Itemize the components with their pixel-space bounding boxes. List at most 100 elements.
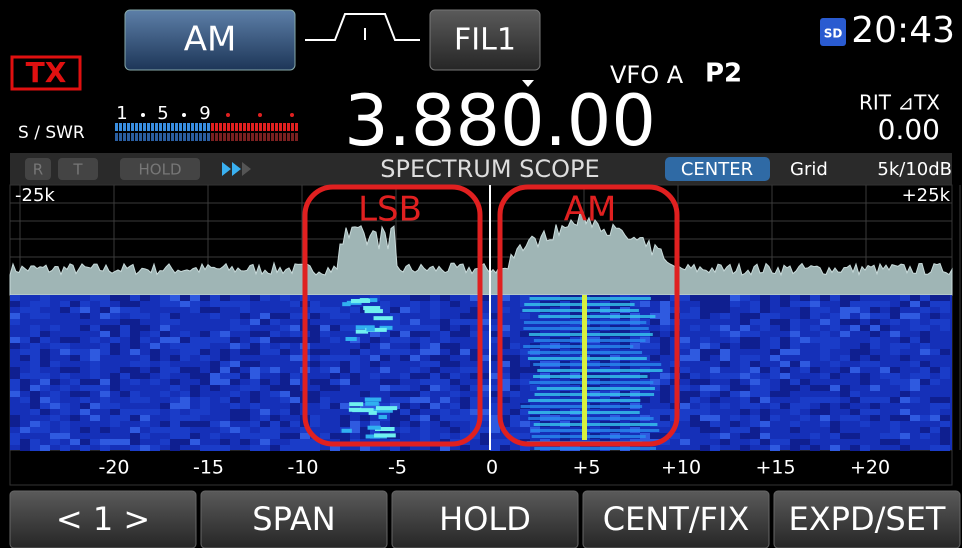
soft-button[interactable]	[200, 490, 388, 548]
waterfall-cell	[510, 409, 520, 415]
waterfall-cell	[930, 295, 940, 301]
waterfall-cell	[390, 409, 400, 415]
waterfall-cell	[710, 295, 720, 301]
meter-segment	[219, 123, 222, 131]
waterfall-cell	[860, 313, 870, 319]
waterfall-cell	[910, 295, 920, 301]
mode-label: AM	[184, 20, 237, 60]
waterfall-cell	[220, 439, 230, 445]
waterfall-cell	[90, 295, 100, 301]
waterfall-cell	[220, 337, 230, 343]
meter-segment	[175, 133, 178, 141]
meter-dot	[141, 113, 145, 117]
soft-button[interactable]	[773, 490, 961, 548]
waterfall-cell	[50, 433, 60, 439]
waterfall-cell	[690, 421, 700, 427]
waterfall-cell	[440, 415, 450, 421]
waterfall-cell	[860, 379, 870, 385]
waterfall-cell	[430, 379, 440, 385]
waterfall-cell	[60, 409, 70, 415]
waterfall-cell	[70, 349, 80, 355]
waterfall-cell	[900, 391, 910, 397]
waterfall-cell	[210, 295, 220, 301]
waterfall-cell	[500, 307, 510, 313]
waterfall-cell	[940, 325, 950, 331]
waterfall-cell	[910, 397, 920, 403]
waterfall-cell	[910, 301, 920, 307]
waterfall-cell	[490, 427, 500, 433]
waterfall-cell	[750, 379, 760, 385]
waterfall-cell	[660, 421, 670, 427]
waterfall-cell	[480, 409, 490, 415]
waterfall-cell	[660, 409, 670, 415]
lsb-signal	[365, 401, 379, 406]
scope-title: SPECTRUM SCOPE	[380, 155, 599, 183]
waterfall-cell	[380, 331, 390, 337]
waterfall-cell	[280, 379, 290, 385]
waterfall-cell	[930, 427, 940, 433]
waterfall-cell	[220, 349, 230, 355]
soft-button[interactable]	[9, 490, 197, 548]
waterfall-cell	[890, 343, 900, 349]
waterfall-cell	[330, 307, 340, 313]
waterfall-cell	[100, 391, 110, 397]
soft-button[interactable]	[582, 490, 770, 548]
annotation: AM	[564, 190, 617, 230]
waterfall-cell	[730, 385, 740, 391]
waterfall-cell	[790, 349, 800, 355]
waterfall-cell	[60, 349, 70, 355]
waterfall-cell	[900, 295, 910, 301]
waterfall-cell	[820, 403, 830, 409]
waterfall-cell	[370, 403, 380, 409]
waterfall-cell	[180, 343, 190, 349]
indicator-box	[120, 158, 200, 180]
waterfall-cell	[220, 361, 230, 367]
meter-segment	[163, 133, 166, 141]
waterfall-cell	[790, 439, 800, 445]
waterfall-cell	[450, 361, 460, 367]
waterfall-cell	[920, 367, 930, 373]
waterfall-cell	[440, 331, 450, 337]
waterfall-cell	[860, 361, 870, 367]
waterfall-cell	[30, 367, 40, 373]
waterfall-cell	[60, 337, 70, 343]
waterfall-cell	[880, 373, 890, 379]
waterfall-cell	[250, 445, 260, 451]
waterfall-cell	[810, 433, 820, 439]
waterfall-cell	[400, 409, 410, 415]
waterfall-cell	[240, 325, 250, 331]
waterfall-cell	[280, 409, 290, 415]
mode-button[interactable]	[124, 9, 296, 71]
filter-button[interactable]	[429, 9, 541, 71]
waterfall-cell	[770, 313, 780, 319]
waterfall-cell	[450, 349, 460, 355]
waterfall-cell	[860, 409, 870, 415]
meter-segment	[131, 133, 134, 141]
waterfall-cell	[360, 415, 370, 421]
waterfall-cell	[170, 379, 180, 385]
lsb-signal	[363, 306, 381, 311]
waterfall-cell	[310, 391, 320, 397]
waterfall-cell	[750, 355, 760, 361]
lsb-signal	[355, 329, 369, 334]
waterfall-cell	[400, 307, 410, 313]
waterfall-cell	[100, 403, 110, 409]
waterfall-cell	[640, 343, 650, 349]
am-signal	[534, 447, 657, 450]
waterfall-cell	[20, 427, 30, 433]
meter-segment	[199, 123, 202, 131]
waterfall-cell	[680, 313, 690, 319]
waterfall-cell	[470, 313, 480, 319]
waterfall-cell	[220, 445, 230, 451]
waterfall-cell	[680, 391, 690, 397]
waterfall-cell	[240, 439, 250, 445]
waterfall-cell	[180, 331, 190, 337]
waterfall-cell	[680, 397, 690, 403]
waterfall-cell	[940, 373, 950, 379]
soft-button[interactable]	[391, 490, 579, 548]
waterfall-cell	[40, 397, 50, 403]
sd-label: SD	[824, 27, 843, 41]
waterfall-cell	[710, 367, 720, 373]
waterfall-cell	[730, 415, 740, 421]
waterfall-cell	[740, 313, 750, 319]
